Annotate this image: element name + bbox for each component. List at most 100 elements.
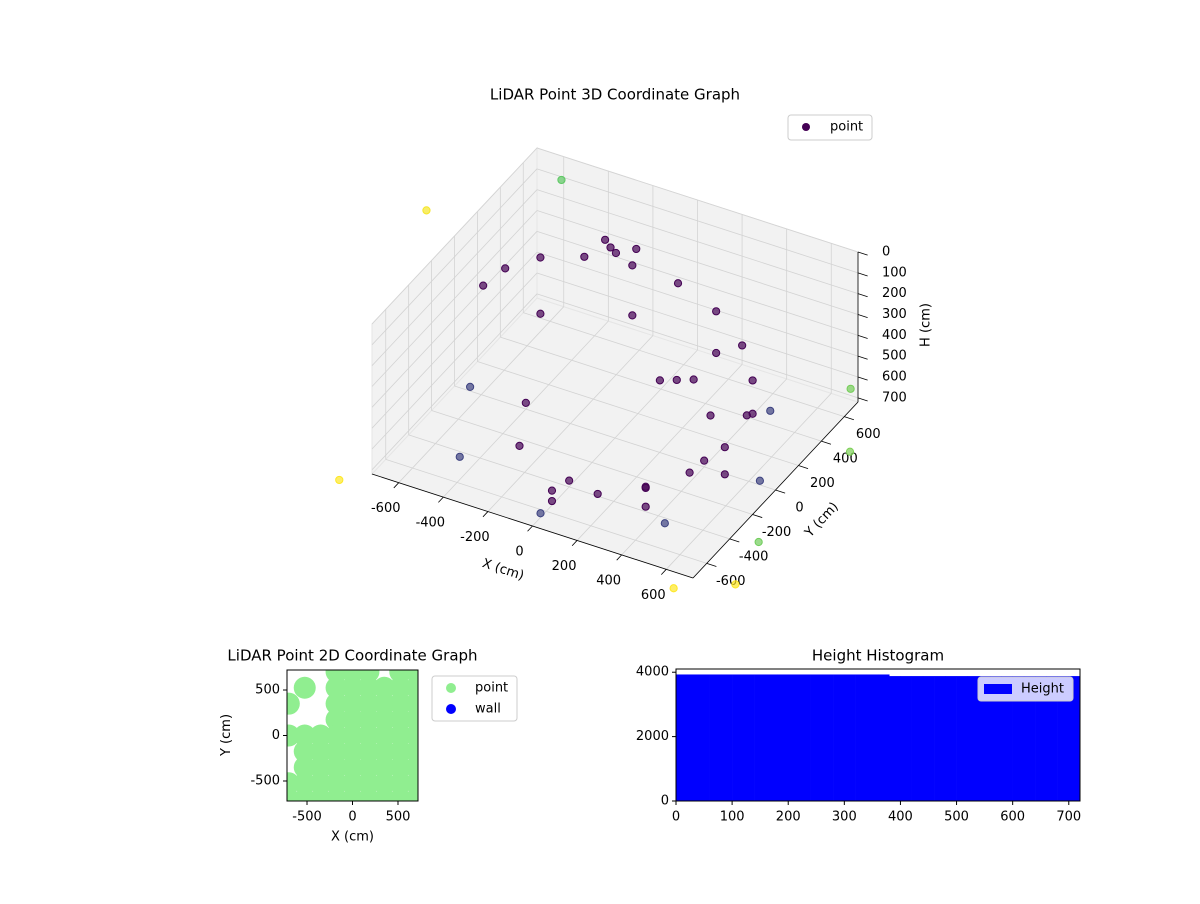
point <box>606 243 615 252</box>
y-tick-label: 4000 <box>636 665 669 680</box>
point <box>405 788 418 801</box>
point <box>700 456 709 465</box>
tick-mark <box>438 496 444 503</box>
point <box>755 476 764 485</box>
z-tick-label: 400 <box>882 328 907 343</box>
point <box>325 772 348 795</box>
point <box>357 772 380 795</box>
y-axis <box>692 401 859 579</box>
bar <box>967 676 980 801</box>
point <box>309 756 332 779</box>
y-tick-label: 0 <box>661 794 669 809</box>
z-axis-label: H (cm) <box>919 303 934 347</box>
point <box>731 580 740 589</box>
tick-mark <box>729 538 740 543</box>
tick-mark <box>706 562 717 567</box>
point <box>373 708 396 731</box>
tick-mark <box>393 482 400 489</box>
y-tick-label: 2000 <box>636 729 669 744</box>
point <box>389 724 412 747</box>
point <box>373 772 396 795</box>
grid-line <box>371 189 538 366</box>
x-tick-label: 700 <box>1056 810 1081 825</box>
point <box>660 519 669 528</box>
tick-mark <box>857 397 868 402</box>
bar <box>732 674 744 801</box>
bar <box>821 674 834 801</box>
point <box>287 692 300 715</box>
x-tick-label: 500 <box>944 810 969 825</box>
grid-line <box>536 251 859 357</box>
x-tick-label: 200 <box>776 810 801 825</box>
plot-area <box>287 670 418 801</box>
point <box>748 409 757 418</box>
point <box>632 244 641 254</box>
grid-line <box>536 147 859 253</box>
grid-line <box>371 168 538 346</box>
point <box>766 406 775 415</box>
bar <box>922 676 935 801</box>
point <box>536 509 545 518</box>
bar <box>1068 676 1081 801</box>
grid-line <box>371 231 538 408</box>
bar <box>945 676 957 801</box>
tick-mark <box>661 569 667 575</box>
point <box>738 341 747 350</box>
grid-line <box>536 189 859 295</box>
bar <box>844 674 856 801</box>
grid-line <box>477 361 799 466</box>
legend-patch <box>984 684 1012 694</box>
x-axis-label: X (cm) <box>331 830 374 845</box>
y-tick-label: 500 <box>255 683 280 698</box>
y-tick-label: 600 <box>856 427 881 442</box>
point <box>357 692 380 715</box>
point <box>754 537 763 547</box>
bar <box>934 676 946 801</box>
y-tick-label: 0 <box>795 501 803 516</box>
grid-line <box>385 458 707 564</box>
z-tick-label: 0 <box>882 245 890 260</box>
legend-marker <box>802 123 810 131</box>
point <box>628 311 637 320</box>
grid-line <box>536 272 859 378</box>
bar <box>855 674 868 801</box>
point <box>846 384 855 393</box>
x-tick-label: 400 <box>888 810 913 825</box>
bar <box>1046 676 1058 801</box>
point <box>293 772 316 795</box>
grid-line <box>371 210 538 387</box>
bar <box>900 676 912 801</box>
bar <box>1012 676 1025 801</box>
grid-line <box>536 210 859 315</box>
y-tick-label: 400 <box>833 452 858 467</box>
point <box>673 279 683 288</box>
tick-mark <box>844 416 855 421</box>
point <box>293 740 316 763</box>
point <box>373 676 396 699</box>
tick-mark <box>482 511 489 518</box>
grid-line <box>431 410 753 515</box>
x-tick-label: 400 <box>596 573 621 588</box>
bar <box>754 674 767 801</box>
x-axis-label: X (cm) <box>480 556 526 584</box>
point <box>373 756 396 779</box>
x-axis <box>371 473 694 579</box>
point <box>455 452 464 461</box>
point <box>580 252 589 261</box>
point <box>536 253 545 262</box>
axes-frame <box>675 668 1081 802</box>
point <box>341 692 364 715</box>
grid-line <box>536 168 859 274</box>
bar <box>1001 676 1013 801</box>
z-tick-label: 700 <box>882 390 907 405</box>
point <box>389 756 412 779</box>
bar <box>743 674 755 801</box>
bar <box>799 674 811 801</box>
point <box>845 447 855 456</box>
bar <box>720 674 733 801</box>
y-tick-label: -400 <box>739 549 769 564</box>
bar <box>777 674 789 801</box>
grid-line <box>371 272 538 450</box>
bar <box>1057 676 1070 801</box>
